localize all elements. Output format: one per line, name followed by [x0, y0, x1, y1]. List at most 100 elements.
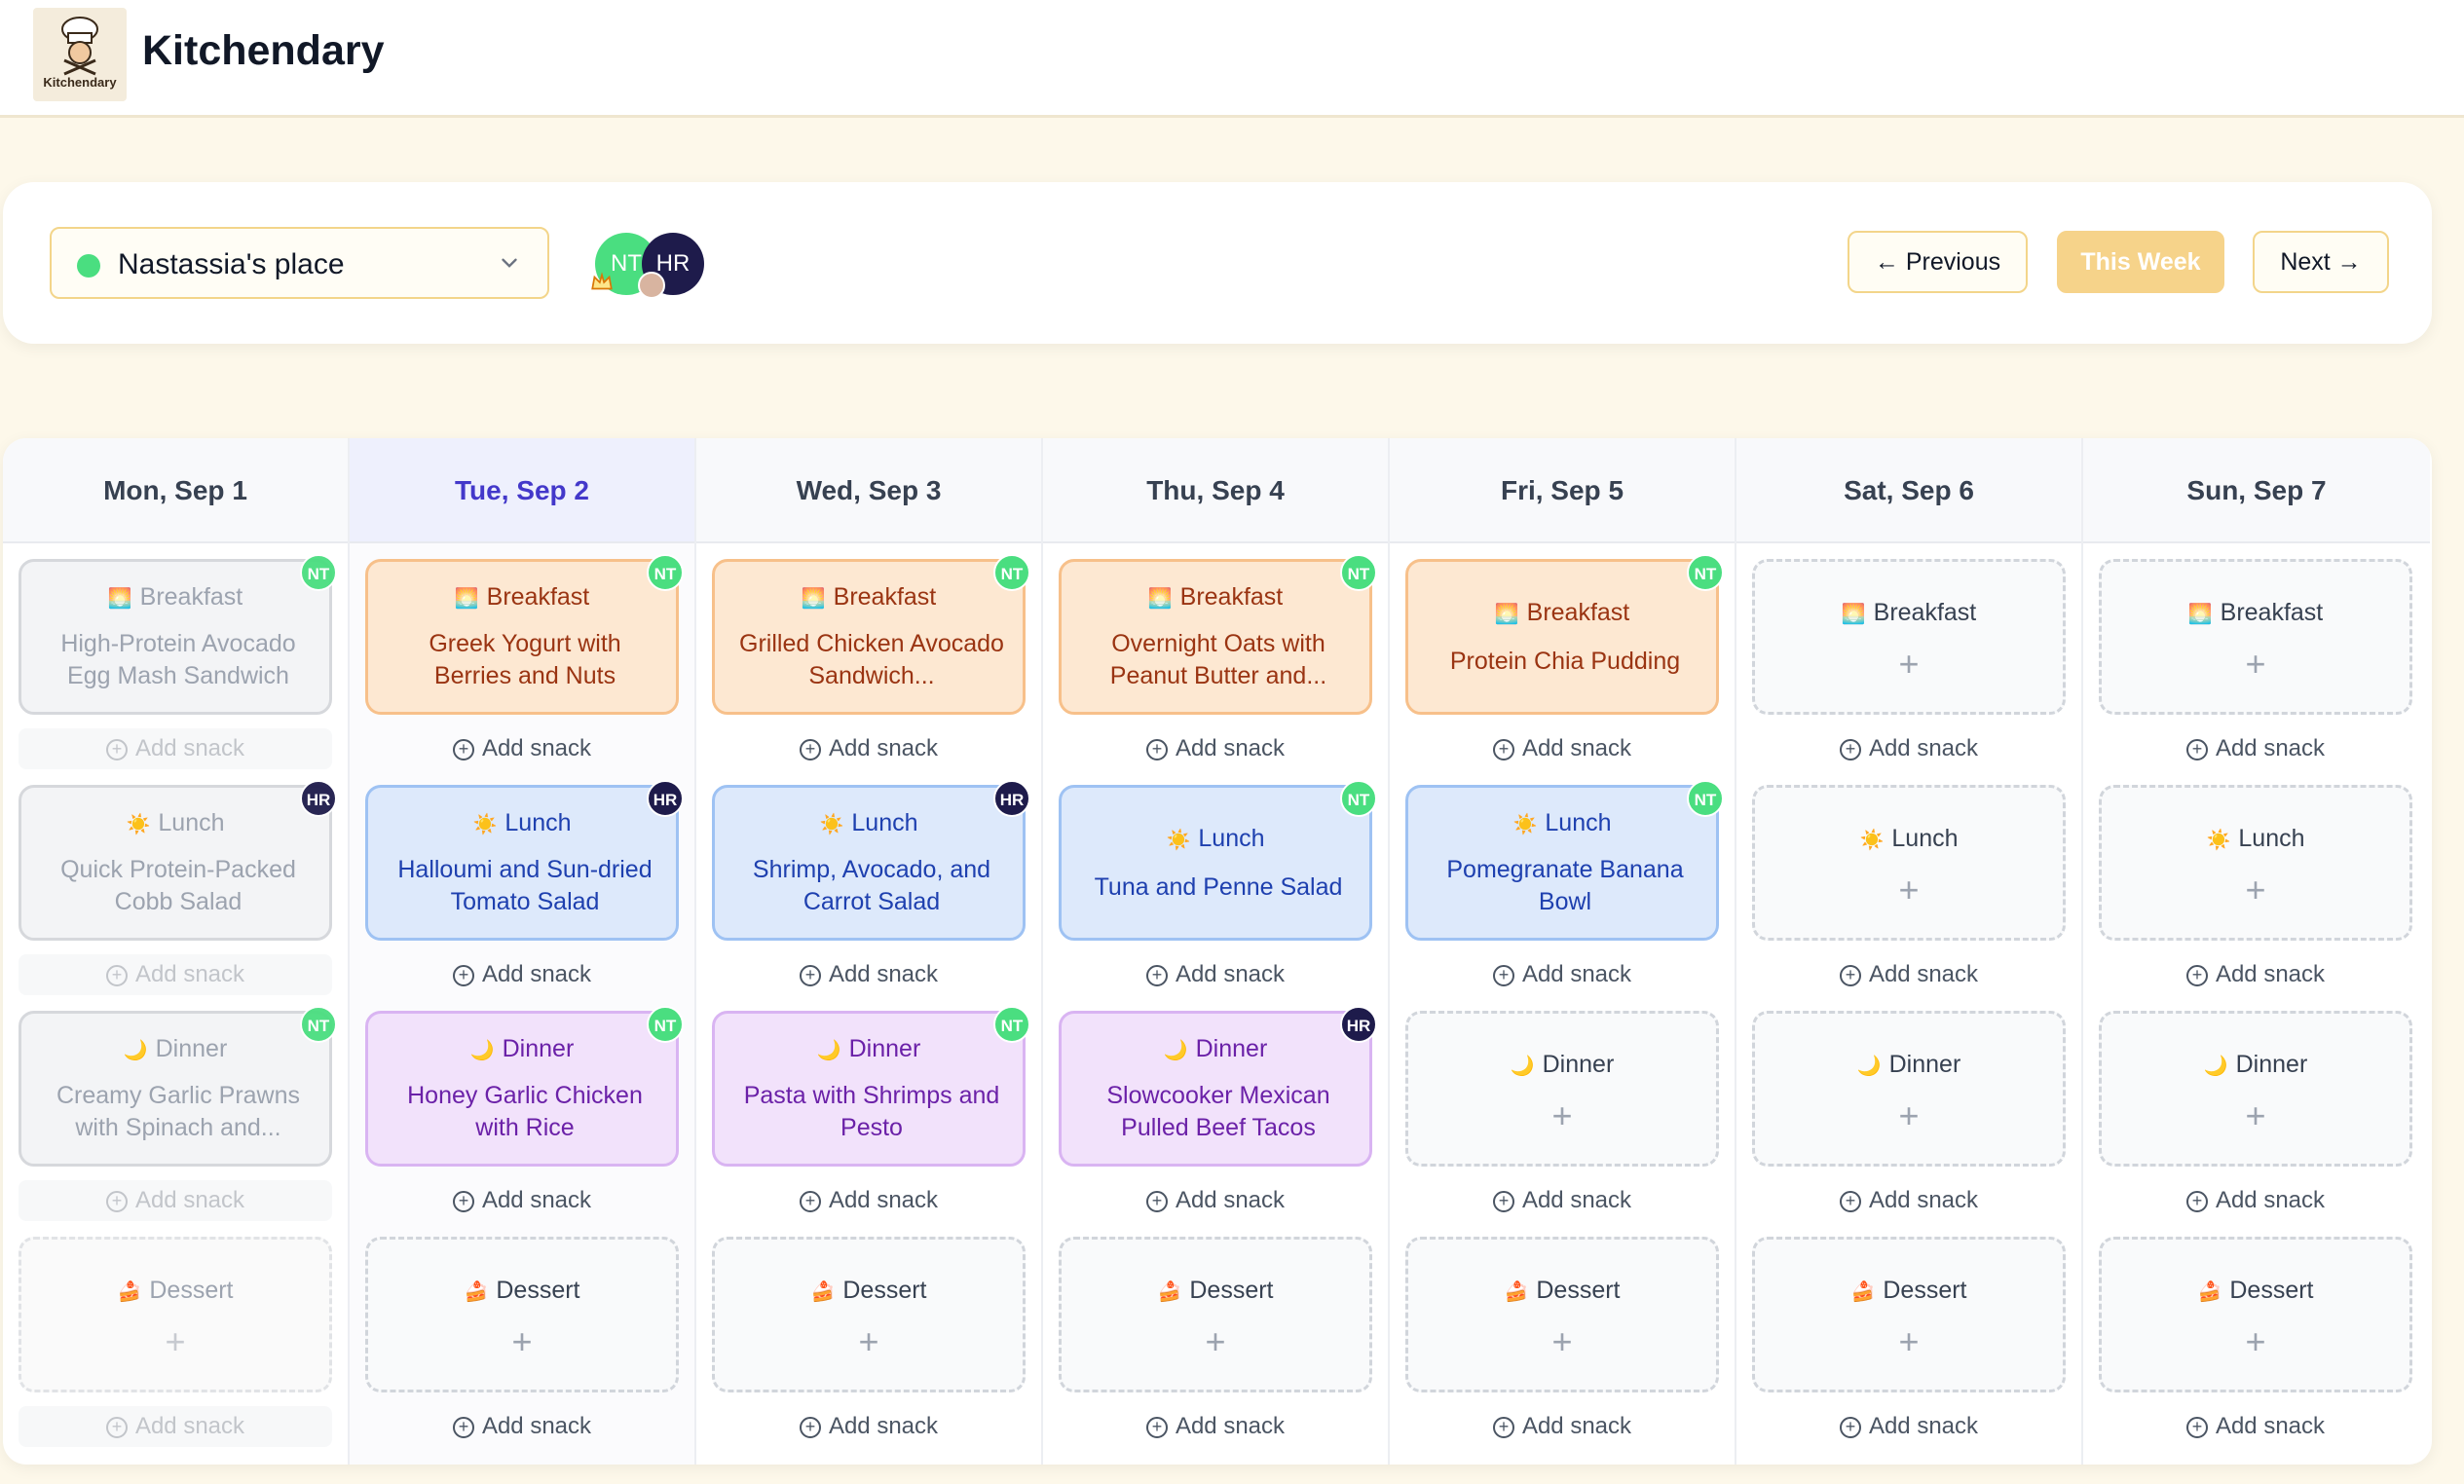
assignee-badge: NT: [647, 1006, 684, 1043]
add-snack-label: Add snack: [2215, 1187, 2326, 1213]
plus-circle-icon: +: [799, 739, 821, 761]
lunch-icon: ☀️: [1512, 814, 1538, 835]
lunch-slot[interactable]: ☀️ Lunch +: [1752, 785, 2066, 941]
day-header: Wed, Sep 3: [696, 438, 1041, 543]
add-snack-button[interactable]: + Add snack: [19, 1180, 332, 1221]
plus-circle-icon: +: [1145, 965, 1168, 986]
add-snack-button[interactable]: + Add snack: [19, 728, 332, 769]
dessert-slot[interactable]: 🍰 Dessert +: [1059, 1237, 1372, 1392]
dinner-title: 🌙 Dinner: [368, 1035, 676, 1063]
add-snack-label: Add snack: [481, 735, 592, 761]
add-snack-button[interactable]: + Add snack: [1059, 1180, 1372, 1221]
assignee-badge: NT: [647, 554, 684, 591]
add-snack-button[interactable]: + Add snack: [1059, 954, 1372, 995]
dessert-slot[interactable]: 🍰 Dessert +: [19, 1237, 332, 1392]
breakfast-slot[interactable]: 🌅 Breakfast +: [2099, 559, 2412, 715]
add-snack-button[interactable]: + Add snack: [712, 1180, 1026, 1221]
add-snack-button[interactable]: + Add snack: [19, 954, 332, 995]
dinner-slot[interactable]: 🌙 Dinner Pasta with Shrimps and Pesto NT: [712, 1006, 1030, 1167]
day-column: Fri, Sep 5 🌅 Breakfast Protein Chia Pudding…: [1390, 438, 1736, 1465]
add-snack-button[interactable]: + Add snack: [1059, 1406, 1372, 1447]
plus-circle-icon: +: [799, 1191, 821, 1212]
breakfast-slot[interactable]: 🌅 Breakfast Protein Chia Pudding NT: [1405, 554, 1724, 715]
this-week-button[interactable]: This Week: [2057, 231, 2224, 293]
add-snack-label: Add snack: [1175, 1187, 1286, 1213]
breakfast-label: Breakfast: [1179, 583, 1284, 611]
add-snack-button[interactable]: + Add snack: [712, 1406, 1026, 1447]
dessert-slot[interactable]: 🍰 Dessert +: [365, 1237, 679, 1392]
day-column: Mon, Sep 1 🌅 Breakfast High-Protein Avocado…: [3, 438, 350, 1465]
dessert-slot[interactable]: 🍰 Dessert +: [712, 1237, 1026, 1392]
add-snack-button[interactable]: + Add snack: [1752, 954, 2066, 995]
member-avatar-hr[interactable]: HR: [642, 233, 704, 295]
breakfast-icon: 🌅: [801, 588, 826, 610]
add-snack-label: Add snack: [481, 1187, 592, 1213]
add-snack-button[interactable]: + Add snack: [365, 1406, 679, 1447]
add-snack-button[interactable]: + Add snack: [1405, 1180, 1719, 1221]
breakfast-title: 🌅 Breakfast: [2102, 599, 2409, 627]
add-snack-button[interactable]: + Add snack: [1752, 1180, 2066, 1221]
add-snack-button[interactable]: + Add snack: [2099, 1406, 2412, 1447]
dinner-title: 🌙 Dinner: [1062, 1035, 1369, 1063]
plus-circle-icon: +: [452, 1191, 474, 1212]
add-snack-button[interactable]: + Add snack: [1752, 728, 2066, 769]
add-snack-button[interactable]: + Add snack: [19, 1406, 332, 1447]
add-snack-button[interactable]: + Add snack: [2099, 954, 2412, 995]
add-snack-button[interactable]: + Add snack: [1752, 1406, 2066, 1447]
breakfast-title: 🌅 Breakfast: [715, 583, 1023, 612]
lunch-slot[interactable]: ☀️ Lunch +: [2099, 785, 2412, 941]
add-snack-button[interactable]: + Add snack: [2099, 1180, 2412, 1221]
lunch-slot[interactable]: ☀️ Lunch Tuna and Penne Salad NT: [1059, 780, 1377, 941]
breakfast-slot[interactable]: 🌅 Breakfast Grilled Chicken Avocado Sandwi…: [712, 554, 1030, 715]
add-snack-button[interactable]: + Add snack: [2099, 728, 2412, 769]
lunch-slot[interactable]: ☀️ Lunch Pomegranate Banana Bowl NT: [1405, 780, 1724, 941]
dinner-slot[interactable]: 🌙 Dinner +: [1405, 1011, 1719, 1167]
assignee-badge: NT: [993, 1006, 1030, 1043]
assignee-badge: HR: [300, 780, 337, 817]
add-snack-button[interactable]: + Add snack: [365, 954, 679, 995]
lunch-label: Lunch: [1891, 825, 1959, 852]
dinner-slot[interactable]: 🌙 Dinner Honey Garlic Chicken with Rice NT: [365, 1006, 684, 1167]
add-snack-label: Add snack: [1868, 1187, 1979, 1213]
dessert-icon: 🍰: [1157, 1281, 1182, 1303]
breakfast-icon: 🌅: [1841, 604, 1866, 625]
add-snack-button[interactable]: + Add snack: [1059, 728, 1372, 769]
add-snack-button[interactable]: + Add snack: [365, 728, 679, 769]
add-snack-button[interactable]: + Add snack: [1405, 1406, 1719, 1447]
breakfast-slot[interactable]: 🌅 Breakfast Overnight Oats with Peanut But…: [1059, 554, 1377, 715]
dinner-icon: 🌙: [1510, 1056, 1535, 1077]
plus-circle-icon: +: [2185, 1191, 2208, 1212]
previous-week-button[interactable]: ← Previous: [1848, 231, 2028, 293]
breakfast-slot[interactable]: 🌅 Breakfast High-Protein Avocado Egg Mash …: [19, 554, 337, 715]
add-meal-plus-icon: +: [2245, 644, 2266, 684]
lunch-slot[interactable]: ☀️ Lunch Shrimp, Avocado, and Carrot Salad…: [712, 780, 1030, 941]
dessert-slot[interactable]: 🍰 Dessert +: [1752, 1237, 2066, 1392]
breakfast-slot[interactable]: 🌅 Breakfast +: [1752, 559, 2066, 715]
dinner-label: Dinner: [1542, 1051, 1615, 1078]
lunch-label: Lunch: [1198, 825, 1265, 852]
add-snack-button[interactable]: + Add snack: [1405, 954, 1719, 995]
add-snack-button[interactable]: + Add snack: [1405, 728, 1719, 769]
add-snack-button[interactable]: + Add snack: [712, 954, 1026, 995]
place-selector[interactable]: Nastassia's place: [50, 227, 549, 299]
dessert-slot[interactable]: 🍰 Dessert +: [1405, 1237, 1719, 1392]
lunch-slot[interactable]: ☀️ Lunch Quick Protein-Packed Cobb Salad HR: [19, 780, 337, 941]
dinner-slot[interactable]: 🌙 Dinner +: [1752, 1011, 2066, 1167]
dinner-slot[interactable]: 🌙 Dinner Creamy Garlic Prawns with Spinach…: [19, 1006, 337, 1167]
plus-circle-icon: +: [105, 965, 128, 986]
dinner-slot[interactable]: 🌙 Dinner +: [2099, 1011, 2412, 1167]
assignee-badge: NT: [1687, 780, 1724, 817]
app-logo[interactable]: Kitchendary: [33, 8, 127, 101]
breakfast-slot[interactable]: 🌅 Breakfast Greek Yogurt with Berries and …: [365, 554, 684, 715]
add-meal-plus-icon: +: [1898, 1095, 1920, 1135]
dessert-slot[interactable]: 🍰 Dessert +: [2099, 1237, 2412, 1392]
dinner-slot[interactable]: 🌙 Dinner Slowcooker Mexican Pulled Beef Ta…: [1059, 1006, 1377, 1167]
add-snack-button[interactable]: + Add snack: [712, 728, 1026, 769]
next-week-button[interactable]: Next →: [2253, 231, 2389, 293]
dessert-title: 🍰 Dessert: [715, 1277, 1023, 1305]
plus-circle-icon: +: [2185, 965, 2208, 986]
dinner-label: Dinner: [848, 1035, 921, 1062]
lunch-slot[interactable]: ☀️ Lunch Halloumi and Sun-dried Tomato Sal…: [365, 780, 684, 941]
day-header: Sun, Sep 7: [2083, 438, 2430, 543]
add-snack-button[interactable]: + Add snack: [365, 1180, 679, 1221]
